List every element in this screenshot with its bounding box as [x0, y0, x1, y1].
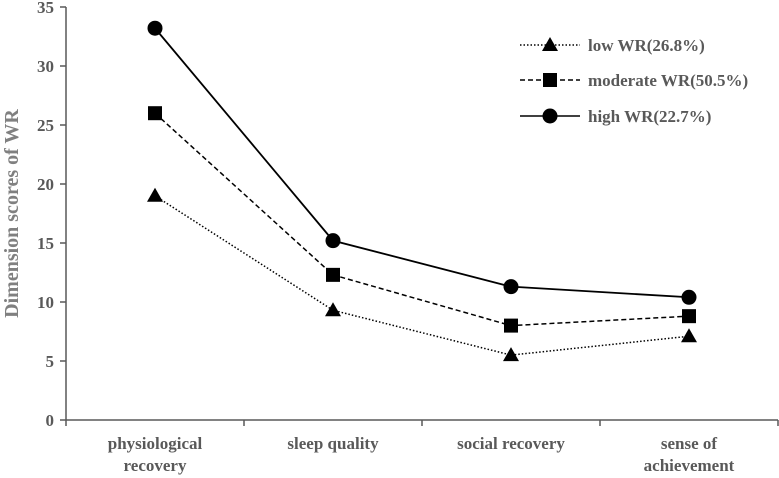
legend-label: moderate WR(50.5%) [588, 71, 748, 90]
y-axis-title: Dimension scores of WR [1, 109, 23, 318]
y-tick-label: 35 [37, 0, 54, 17]
data-point [681, 328, 697, 343]
y-tick-label: 20 [37, 175, 54, 194]
legend-label: low WR(26.8%) [588, 36, 705, 55]
data-point [682, 309, 696, 324]
series-circle [147, 20, 697, 305]
x-category-label-line: sleep quality [287, 434, 379, 453]
y-tick-label: 15 [37, 234, 54, 253]
legend: low WR(26.8%) moderate WR(50.5%) high WR(2… [520, 36, 748, 126]
y-tick-label: 10 [37, 293, 54, 312]
x-category-label-line: achievement [644, 456, 735, 475]
data-point [504, 318, 518, 333]
data-point [147, 187, 163, 202]
data-point [326, 267, 340, 282]
legend-item: moderate WR(50.5%) [520, 71, 748, 90]
x-category-label-line: recovery [124, 456, 187, 475]
series-triangle [147, 187, 697, 362]
series-line [154, 27, 690, 299]
y-tick-label: 25 [37, 116, 54, 135]
legend-label: high WR(22.7%) [588, 107, 711, 126]
data-point [148, 106, 162, 121]
data-point [325, 233, 341, 249]
data-point [503, 279, 519, 295]
x-category-label-line: sense of [661, 434, 718, 453]
data-point [503, 347, 519, 362]
x-category-label: sleep quality [287, 434, 379, 453]
legend-marker [543, 73, 557, 87]
legend-marker [542, 108, 558, 124]
y-tick-label: 5 [46, 352, 55, 371]
x-category-label: social recovery [457, 434, 565, 453]
data-point [681, 289, 697, 305]
plot-area [147, 20, 697, 362]
x-category-label-line: physiological [108, 434, 203, 453]
legend-item: high WR(22.7%) [520, 107, 711, 126]
data-point [325, 302, 341, 317]
x-category-label: sense of achievement [644, 434, 735, 475]
x-category-label: physiological recovery [108, 434, 203, 475]
legend-marker [542, 37, 558, 51]
series-line [154, 195, 690, 356]
series-square [148, 106, 696, 333]
series-line [154, 112, 690, 327]
data-point [147, 20, 163, 36]
y-tick-label: 0 [46, 411, 55, 430]
legend-item: low WR(26.8%) [520, 36, 705, 55]
y-tick-label: 30 [37, 57, 54, 76]
x-category-label-line: social recovery [457, 434, 565, 453]
